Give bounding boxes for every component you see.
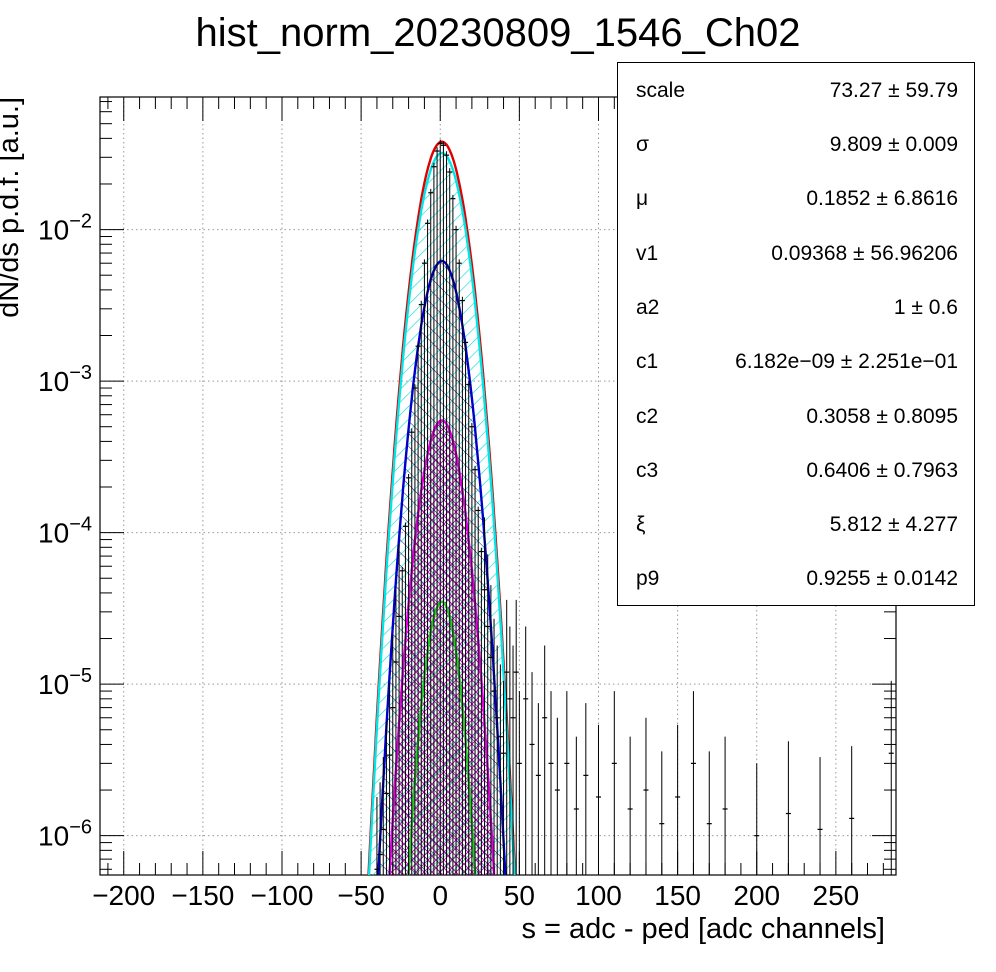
stats-param-name: p9	[636, 567, 660, 590]
stats-param-name: μ	[636, 187, 649, 210]
y-tick-label: 10−2	[38, 211, 92, 246]
x-tick-label: 250	[813, 880, 860, 911]
stats-row: c2 0.3058 ± 0.8095	[618, 391, 974, 445]
x-tick-label: 0	[432, 880, 448, 911]
stats-param-name: σ	[636, 133, 649, 156]
x-axis-label: s = adc - ped [adc channels]	[521, 913, 885, 945]
stats-row: σ 9.809 ± 0.009	[618, 119, 974, 173]
stats-row: c3 0.6406 ± 0.7963	[618, 445, 974, 499]
y-axis-label: dN/ds p.d.f. [a.u.]	[0, 97, 25, 318]
x-tick-label: 50	[504, 880, 535, 911]
stats-param-name: c1	[636, 350, 659, 373]
stats-param-value: 0.9255 ± 0.0142	[806, 567, 958, 590]
stats-row: μ 0.1852 ± 6.8616	[618, 173, 974, 227]
stats-row: a2 1 ± 0.6	[618, 282, 974, 336]
stats-row: p9 0.9255 ± 0.0142	[618, 553, 974, 607]
stats-param-name: c2	[636, 405, 659, 428]
stats-param-value: 1 ± 0.6	[893, 296, 958, 319]
stats-param-value: 0.6406 ± 0.7963	[806, 459, 958, 482]
stats-row: scale 73.27 ± 59.79	[618, 65, 974, 119]
fit-stats-box: scale 73.27 ± 59.79 σ 9.809 ± 0.009 μ 0.…	[617, 62, 975, 606]
stats-param-value: 5.812 ± 4.277	[829, 513, 958, 536]
stats-param-value: 0.09368 ± 56.96206	[771, 242, 958, 265]
stats-row: c1 6.182e−09 ± 2.251e−01	[618, 336, 974, 390]
y-tick-label: 10−3	[38, 362, 92, 397]
x-tick-label: −150	[171, 880, 234, 911]
x-tick-label: −200	[92, 880, 155, 911]
stats-row: ξ 5.812 ± 4.277	[618, 499, 974, 553]
stats-param-value: 0.3058 ± 0.8095	[806, 405, 958, 428]
stats-param-name: v1	[636, 242, 659, 265]
stats-param-value: 9.809 ± 0.009	[829, 133, 958, 156]
y-tick-label: 10−5	[38, 665, 92, 700]
fit-curve	[367, 151, 516, 875]
axes: −200 −150 −100 −50 0 50 100 150 200 250 10−6 10−5 10…	[38, 97, 896, 911]
stats-param-name: a2	[636, 296, 660, 319]
chart-title: hist_norm_20230809_1546_Ch02	[196, 11, 801, 55]
x-tick-label: 150	[654, 880, 701, 911]
stats-param-name: ξ	[636, 513, 646, 536]
stats-param-value: 0.1852 ± 6.8616	[806, 187, 958, 210]
stats-param-value: 73.27 ± 59.79	[829, 79, 958, 102]
data-points	[374, 139, 894, 875]
fit-curve	[377, 259, 507, 875]
x-tick-label: −100	[250, 880, 313, 911]
x-tick-label: 100	[575, 880, 622, 911]
y-tick-label: 10−4	[38, 514, 92, 549]
stats-param-value: 6.182e−09 ± 2.251e−01	[735, 350, 958, 373]
x-tick-label: 200	[733, 880, 780, 911]
y-tick-label: 10−6	[38, 817, 92, 852]
stats-row: v1 0.09368 ± 56.96206	[618, 228, 974, 282]
x-tick-label: −50	[337, 880, 385, 911]
stats-param-name: scale	[636, 79, 686, 102]
stats-param-name: c3	[636, 459, 659, 482]
